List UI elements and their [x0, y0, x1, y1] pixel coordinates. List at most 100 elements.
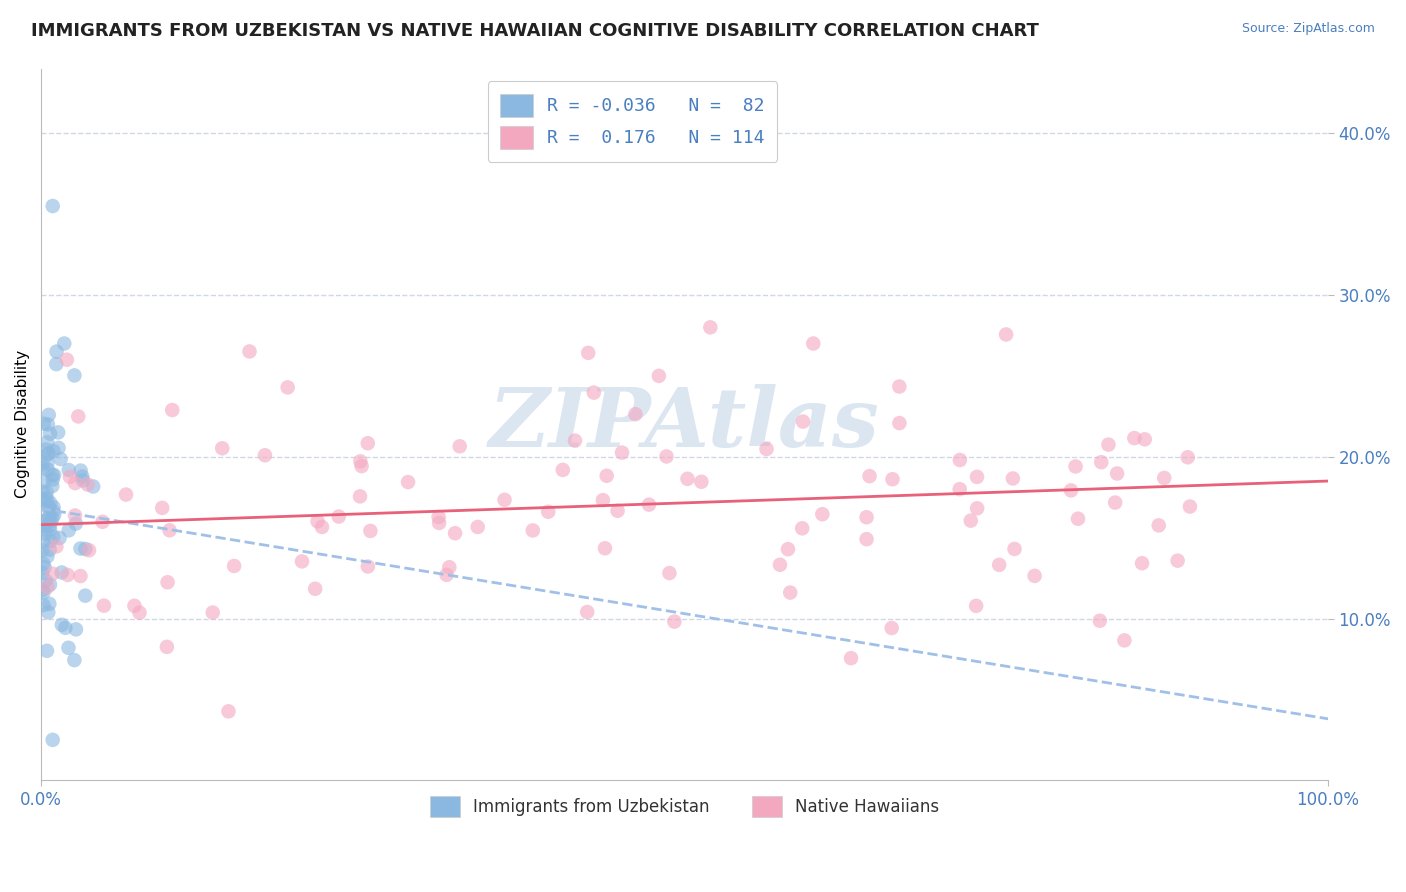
Point — [811, 507, 834, 521]
Point — [44, 508, 66, 522]
Point — [593, 541, 616, 556]
Point — [769, 558, 792, 572]
Point — [77, 543, 100, 558]
Point — [658, 566, 681, 580]
Point — [427, 510, 450, 524]
Point — [576, 346, 599, 360]
Point — [45, 344, 67, 359]
Point — [63, 368, 86, 383]
Point — [41, 732, 63, 747]
Point — [39, 426, 62, 441]
Point — [350, 459, 373, 474]
Text: IMMIGRANTS FROM UZBEKISTAN VS NATIVE HAWAIIAN COGNITIVE DISABILITY CORRELATION C: IMMIGRANTS FROM UZBEKISTAN VS NATIVE HAW… — [31, 22, 1039, 40]
Point — [39, 496, 62, 510]
Point — [217, 704, 239, 718]
Point — [31, 543, 53, 558]
Point — [41, 199, 63, 213]
Point — [35, 491, 58, 506]
Point — [1153, 471, 1175, 485]
Point — [156, 640, 179, 654]
Point — [34, 491, 56, 506]
Point — [564, 434, 586, 448]
Point — [51, 566, 73, 580]
Point — [801, 336, 824, 351]
Point — [349, 489, 371, 503]
Point — [699, 320, 721, 334]
Point — [32, 557, 55, 571]
Point — [357, 436, 380, 450]
Point — [855, 532, 877, 546]
Point — [46, 425, 69, 440]
Point — [38, 518, 60, 533]
Point — [39, 577, 62, 591]
Point — [224, 558, 246, 573]
Point — [49, 452, 72, 467]
Point — [82, 479, 104, 493]
Point — [889, 379, 911, 393]
Point — [949, 482, 972, 496]
Point — [32, 417, 55, 431]
Point — [42, 500, 65, 515]
Point — [949, 453, 972, 467]
Point — [76, 477, 98, 491]
Point — [467, 520, 489, 534]
Point — [51, 617, 73, 632]
Point — [42, 467, 65, 482]
Point — [69, 569, 91, 583]
Text: Source: ZipAtlas.com: Source: ZipAtlas.com — [1241, 22, 1375, 36]
Point — [59, 470, 82, 484]
Point — [1177, 450, 1199, 465]
Point — [37, 500, 59, 515]
Point — [664, 615, 686, 629]
Point — [606, 504, 628, 518]
Point — [839, 651, 862, 665]
Point — [55, 621, 77, 635]
Point — [58, 640, 80, 655]
Point — [42, 473, 65, 487]
Point — [676, 472, 699, 486]
Point — [37, 446, 59, 460]
Point — [124, 599, 146, 613]
Point — [1107, 467, 1129, 481]
Point — [41, 511, 63, 525]
Point — [624, 407, 647, 421]
Point — [160, 403, 183, 417]
Point — [41, 566, 63, 581]
Point — [1088, 614, 1111, 628]
Point — [37, 549, 59, 564]
Point — [58, 463, 80, 477]
Point — [576, 605, 599, 619]
Point — [37, 605, 59, 619]
Point — [37, 435, 59, 450]
Point — [1064, 459, 1087, 474]
Point — [427, 516, 450, 530]
Point — [966, 470, 988, 484]
Legend: Immigrants from Uzbekistan, Native Hawaiians: Immigrants from Uzbekistan, Native Hawai… — [422, 788, 948, 825]
Point — [359, 524, 381, 538]
Point — [1024, 569, 1046, 583]
Point — [1001, 471, 1024, 485]
Point — [156, 575, 179, 590]
Point — [792, 415, 814, 429]
Point — [39, 515, 62, 529]
Point — [1130, 556, 1153, 570]
Point — [31, 484, 53, 499]
Text: ZIPAtlas: ZIPAtlas — [489, 384, 880, 465]
Point — [655, 450, 678, 464]
Point — [1167, 554, 1189, 568]
Point — [855, 510, 877, 524]
Point — [37, 512, 59, 526]
Point — [75, 541, 97, 556]
Point — [444, 526, 467, 541]
Point — [32, 585, 55, 599]
Point — [882, 472, 904, 486]
Point — [988, 558, 1011, 572]
Point — [792, 521, 814, 535]
Point — [201, 606, 224, 620]
Point — [91, 515, 114, 529]
Point — [37, 463, 59, 477]
Point — [69, 464, 91, 478]
Point — [31, 566, 53, 580]
Point — [31, 460, 53, 475]
Point — [1114, 633, 1136, 648]
